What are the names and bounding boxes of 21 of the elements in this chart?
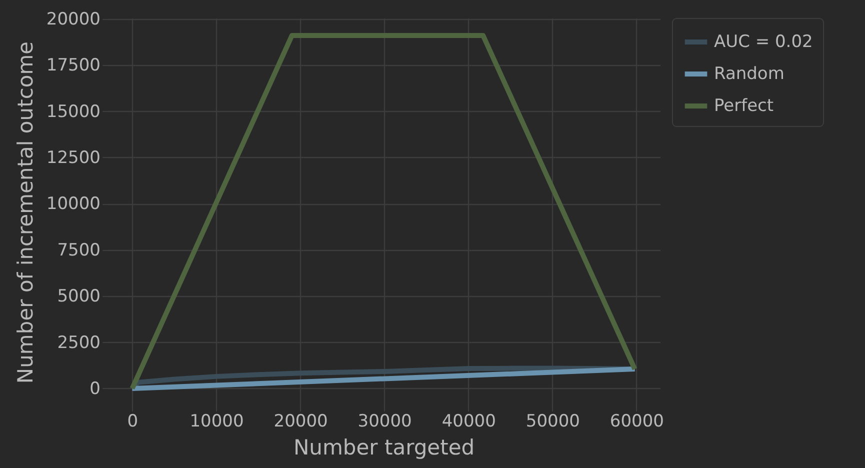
y-tick-label: 7500: [57, 240, 100, 260]
y-tick-label: 12500: [46, 148, 100, 168]
x-tick-label: 40000: [442, 412, 496, 432]
y-tick-label: 2500: [57, 332, 100, 353]
x-axis-title: Number targeted: [293, 436, 475, 460]
x-tick-label: 60000: [610, 412, 664, 432]
y-tick-label: 15000: [46, 102, 100, 122]
legend-label: Random: [714, 64, 784, 84]
y-tick-label: 0: [90, 378, 100, 399]
x-tick-label: 50000: [526, 412, 580, 432]
legend-label: Perfect: [714, 96, 774, 116]
y-tick-label: 20000: [46, 9, 100, 30]
x-tick-label: 30000: [358, 412, 412, 432]
y-tick-label: 10000: [46, 194, 100, 214]
x-tick-label: 10000: [190, 412, 244, 432]
x-tick-label: 0: [127, 412, 138, 432]
x-tick-label: 20000: [274, 412, 328, 432]
y-tick-label: 5000: [57, 286, 100, 307]
y-axis-title: Number of incremental outcome: [13, 41, 38, 384]
y-tick-label: 17500: [46, 56, 100, 76]
legend-label: AUC = 0.02: [714, 32, 813, 52]
